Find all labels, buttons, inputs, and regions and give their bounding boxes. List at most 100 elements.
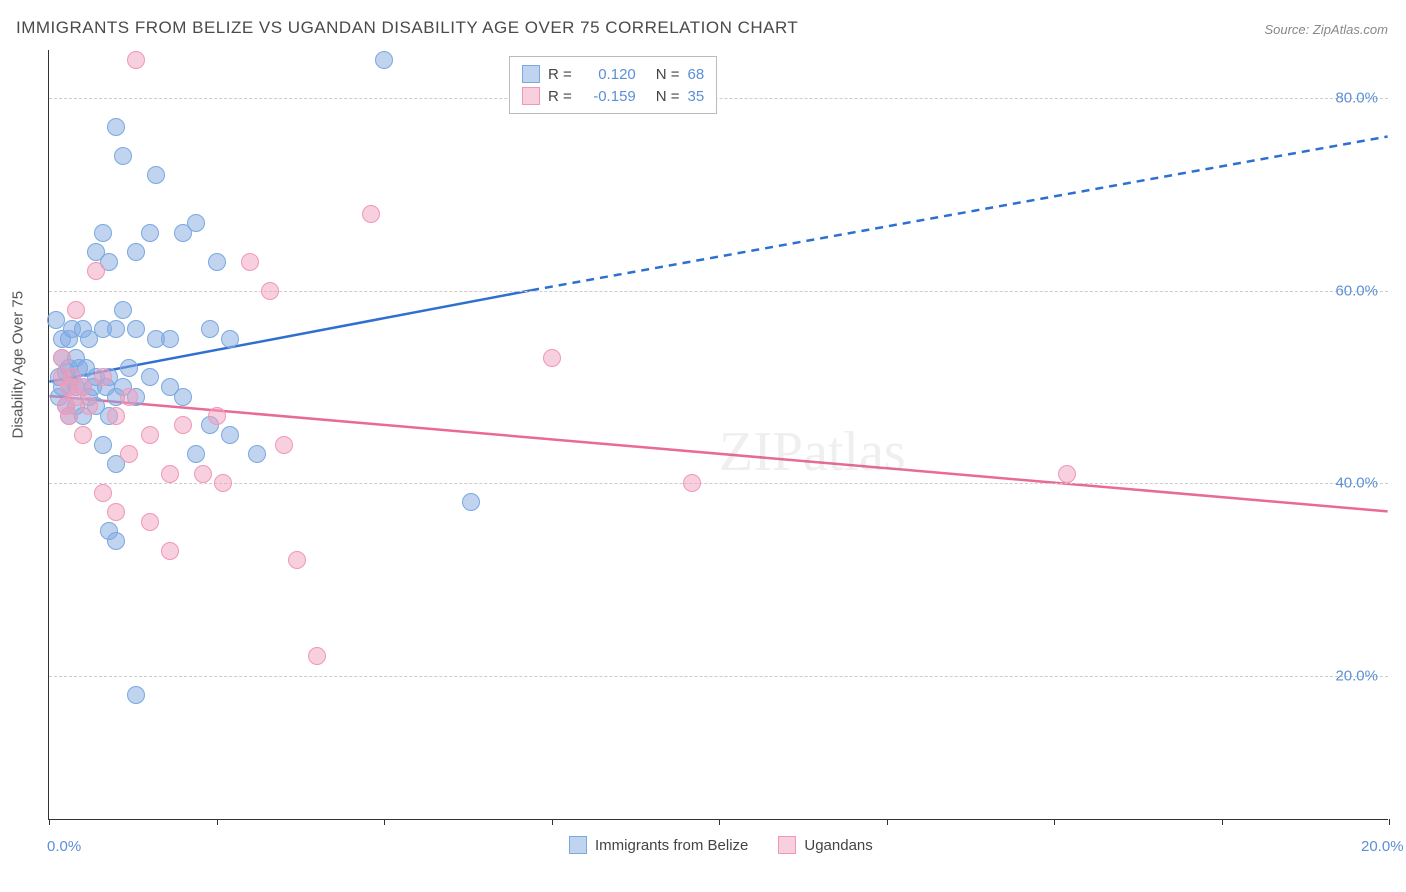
n-label: N =: [656, 88, 680, 105]
data-point: [127, 686, 145, 704]
data-point: [174, 416, 192, 434]
x-tick: [719, 819, 720, 825]
data-point: [107, 320, 125, 338]
data-point: [683, 474, 701, 492]
data-point: [543, 349, 561, 367]
data-point: [114, 301, 132, 319]
trend-line-extrapolated: [531, 137, 1387, 291]
r-label: R =: [548, 66, 572, 83]
legend-swatch: [778, 836, 796, 854]
x-tick: [1054, 819, 1055, 825]
data-point: [288, 551, 306, 569]
data-point: [120, 359, 138, 377]
data-point: [67, 301, 85, 319]
legend-swatch: [569, 836, 587, 854]
r-label: R =: [548, 88, 572, 105]
chart-container: IMMIGRANTS FROM BELIZE VS UGANDAN DISABI…: [0, 0, 1406, 892]
data-point: [375, 51, 393, 69]
data-point: [221, 426, 239, 444]
data-point: [107, 407, 125, 425]
plot-area: ZIPatlas 20.0%40.0%60.0%80.0%0.0%20.0%R …: [48, 50, 1388, 820]
data-point: [161, 542, 179, 560]
y-tick-label: 80.0%: [1335, 90, 1378, 107]
data-point: [141, 368, 159, 386]
series-legend-item: Ugandans: [778, 836, 872, 854]
legend-swatch: [522, 65, 540, 83]
x-tick: [1389, 819, 1390, 825]
trend-lines-layer: [49, 50, 1388, 819]
data-point: [107, 118, 125, 136]
x-tick: [49, 819, 50, 825]
data-point: [187, 214, 205, 232]
data-point: [1058, 465, 1076, 483]
data-point: [248, 445, 266, 463]
data-point: [94, 368, 112, 386]
stats-legend-row: R =-0.159N =35: [522, 85, 704, 107]
data-point: [161, 465, 179, 483]
data-point: [127, 243, 145, 261]
data-point: [47, 311, 65, 329]
data-point: [127, 320, 145, 338]
y-tick-label: 60.0%: [1335, 282, 1378, 299]
x-tick-label: 20.0%: [1361, 838, 1404, 855]
data-point: [74, 426, 92, 444]
x-tick-label: 0.0%: [47, 838, 81, 855]
r-value: 0.120: [580, 66, 636, 83]
data-point: [74, 378, 92, 396]
data-point: [362, 205, 380, 223]
data-point: [141, 426, 159, 444]
n-value: 68: [688, 66, 705, 83]
source-attribution: Source: ZipAtlas.com: [1264, 22, 1388, 37]
x-tick: [552, 819, 553, 825]
data-point: [80, 397, 98, 415]
gridline: [49, 291, 1388, 292]
data-point: [194, 465, 212, 483]
data-point: [308, 647, 326, 665]
data-point: [120, 388, 138, 406]
gridline: [49, 676, 1388, 677]
y-tick-label: 40.0%: [1335, 475, 1378, 492]
data-point: [94, 484, 112, 502]
source-name: ZipAtlas.com: [1313, 22, 1388, 37]
data-point: [214, 474, 232, 492]
stats-legend: R =0.120N =68R =-0.159N =35: [509, 56, 717, 114]
watermark: ZIPatlas: [719, 420, 906, 484]
x-tick: [1222, 819, 1223, 825]
data-point: [161, 330, 179, 348]
series-legend-item: Immigrants from Belize: [569, 836, 748, 854]
n-value: 35: [688, 88, 705, 105]
data-point: [94, 436, 112, 454]
data-point: [241, 253, 259, 271]
data-point: [107, 503, 125, 521]
stats-legend-row: R =0.120N =68: [522, 63, 704, 85]
series-name: Immigrants from Belize: [595, 837, 748, 854]
data-point: [275, 436, 293, 454]
data-point: [107, 532, 125, 550]
x-tick: [887, 819, 888, 825]
legend-swatch: [522, 87, 540, 105]
data-point: [120, 445, 138, 463]
chart-title: IMMIGRANTS FROM BELIZE VS UGANDAN DISABI…: [16, 18, 798, 38]
series-legend: Immigrants from Belize Ugandans: [569, 836, 873, 854]
data-point: [53, 349, 71, 367]
data-point: [141, 224, 159, 242]
data-point: [114, 147, 132, 165]
data-point: [147, 166, 165, 184]
x-tick: [217, 819, 218, 825]
series-name: Ugandans: [804, 837, 872, 854]
gridline: [49, 98, 1388, 99]
data-point: [187, 445, 205, 463]
gridline: [49, 483, 1388, 484]
data-point: [60, 407, 78, 425]
data-point: [208, 407, 226, 425]
data-point: [94, 224, 112, 242]
data-point: [174, 388, 192, 406]
source-prefix: Source:: [1264, 22, 1312, 37]
data-point: [261, 282, 279, 300]
data-point: [87, 262, 105, 280]
data-point: [462, 493, 480, 511]
data-point: [208, 253, 226, 271]
y-tick-label: 20.0%: [1335, 667, 1378, 684]
data-point: [221, 330, 239, 348]
data-point: [141, 513, 159, 531]
